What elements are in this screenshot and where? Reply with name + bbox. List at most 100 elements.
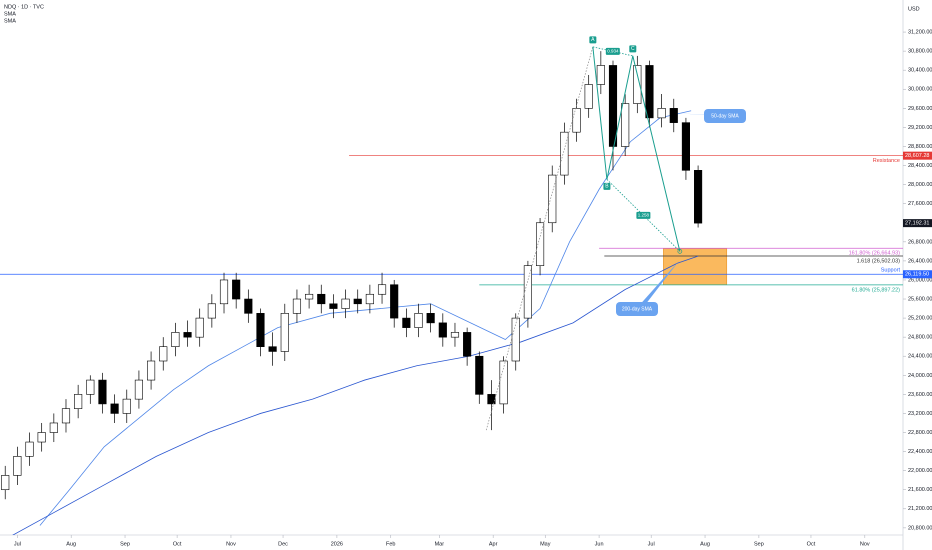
x-tick-label: Sep	[120, 541, 130, 547]
y-tick-label: 26,400.00	[908, 258, 932, 264]
candle-body	[438, 322, 447, 338]
candle-body	[86, 379, 95, 395]
y-tick-label: 29,200.00	[908, 125, 932, 131]
y-tick-label: 21,600.00	[908, 487, 932, 493]
candle-body	[207, 303, 216, 319]
currency-label: USD	[908, 6, 920, 12]
ratio-tag	[605, 47, 620, 55]
pattern-point-label: C	[631, 46, 635, 52]
x-tick-label: Oct	[807, 541, 816, 547]
x-tick-label: Jun	[595, 541, 604, 547]
symbol-title: NDQ · 1D · TVC	[4, 4, 44, 10]
x-tick-label: Jul	[14, 541, 21, 547]
y-tick-label: 22,400.00	[908, 449, 932, 455]
level-label: 1.618 (26,502.03)	[857, 258, 901, 264]
callout-label: 200-day SMA	[622, 306, 653, 312]
candle-body	[681, 122, 691, 171]
x-tick-label: Dec	[278, 541, 288, 547]
callout-label: 50-day SMA	[711, 113, 739, 119]
y-tick-label: 25,200.00	[908, 316, 932, 322]
sma-line	[12, 255, 699, 535]
candle-body	[475, 355, 484, 395]
y-tick-label: 30,800.00	[908, 49, 932, 55]
callout-box	[616, 302, 658, 316]
pattern-point-label: B	[605, 184, 609, 190]
price-tag	[903, 270, 932, 279]
plot-area	[0, 46, 903, 535]
price-tag-label: 28,607.28	[905, 153, 929, 159]
candle-body	[256, 313, 265, 347]
ratio-label: 0.934	[607, 49, 619, 54]
candle-body	[49, 422, 58, 433]
candle-body	[633, 65, 642, 104]
pattern-point-tag	[589, 36, 597, 44]
candle-body	[134, 379, 143, 400]
candle-body	[523, 265, 532, 319]
candle-body	[657, 108, 666, 119]
candle-body	[1, 475, 10, 491]
x-tick-label: Aug	[66, 541, 76, 547]
y-tick-label: 27,600.00	[908, 201, 932, 207]
candle-body	[572, 108, 581, 133]
candle-body	[377, 284, 387, 295]
pattern-point-tag	[629, 45, 637, 53]
x-tick-label: 2026	[331, 541, 343, 547]
pattern-leg	[485, 46, 594, 431]
candle-body	[25, 441, 34, 457]
y-tick-label: 25,600.00	[908, 296, 932, 302]
level-label: Resistance	[873, 158, 900, 164]
indicator-label: SMA	[4, 18, 16, 24]
x-tick-label: Nov	[860, 541, 870, 547]
candle-body	[548, 174, 557, 224]
candle-body	[584, 84, 593, 109]
candle-body	[353, 298, 362, 305]
candle-body	[645, 65, 654, 119]
candle-body	[305, 293, 314, 300]
y-tick-label: 21,200.00	[908, 506, 932, 512]
pattern-ratio-line	[592, 46, 633, 57]
candle-body	[74, 394, 83, 409]
candle-body	[232, 279, 241, 300]
candle-body	[535, 222, 545, 266]
candle-body	[292, 298, 302, 314]
indicator-label: SMA	[4, 11, 16, 17]
y-tick-label: 23,600.00	[908, 392, 932, 398]
candle-body	[122, 398, 131, 414]
callout-pointer	[636, 260, 679, 309]
x-tick-label: Oct	[173, 541, 182, 547]
candle-body	[463, 332, 472, 357]
y-tick-label: 22,000.00	[908, 468, 932, 474]
candle-body	[171, 332, 180, 347]
candle-body	[487, 394, 496, 405]
candle-body	[426, 313, 435, 324]
y-tick-label: 24,800.00	[908, 335, 932, 341]
candle-body	[317, 293, 326, 305]
candle-body	[183, 332, 192, 338]
x-tick-label: Jul	[648, 541, 655, 547]
candle-body	[13, 456, 22, 476]
candle-body	[402, 317, 411, 328]
candle-body	[669, 108, 678, 123]
y-tick-label: 28,800.00	[908, 144, 932, 150]
candle-body	[511, 317, 520, 362]
x-tick-label: Mar	[435, 541, 445, 547]
x-tick-label: Aug	[700, 541, 710, 547]
y-tick-label: 20,800.00	[908, 525, 932, 531]
candle-body	[195, 317, 204, 338]
candle-body	[608, 65, 618, 147]
y-tick-label: 24,400.00	[908, 354, 932, 360]
pattern-point-label: A	[591, 37, 595, 43]
candle-body	[110, 403, 119, 414]
candle-body	[159, 346, 168, 362]
last-price-label: 27,192.31	[905, 221, 929, 227]
candle-body	[147, 360, 156, 381]
x-tick-label: Apr	[489, 541, 498, 547]
y-tick-label: 28,400.00	[908, 163, 932, 169]
candle-body	[280, 313, 289, 352]
y-tick-label: 22,800.00	[908, 430, 932, 436]
y-tick-label: 26,000.00	[908, 277, 932, 283]
candle-body	[268, 346, 277, 352]
last-price-tag	[903, 219, 932, 228]
